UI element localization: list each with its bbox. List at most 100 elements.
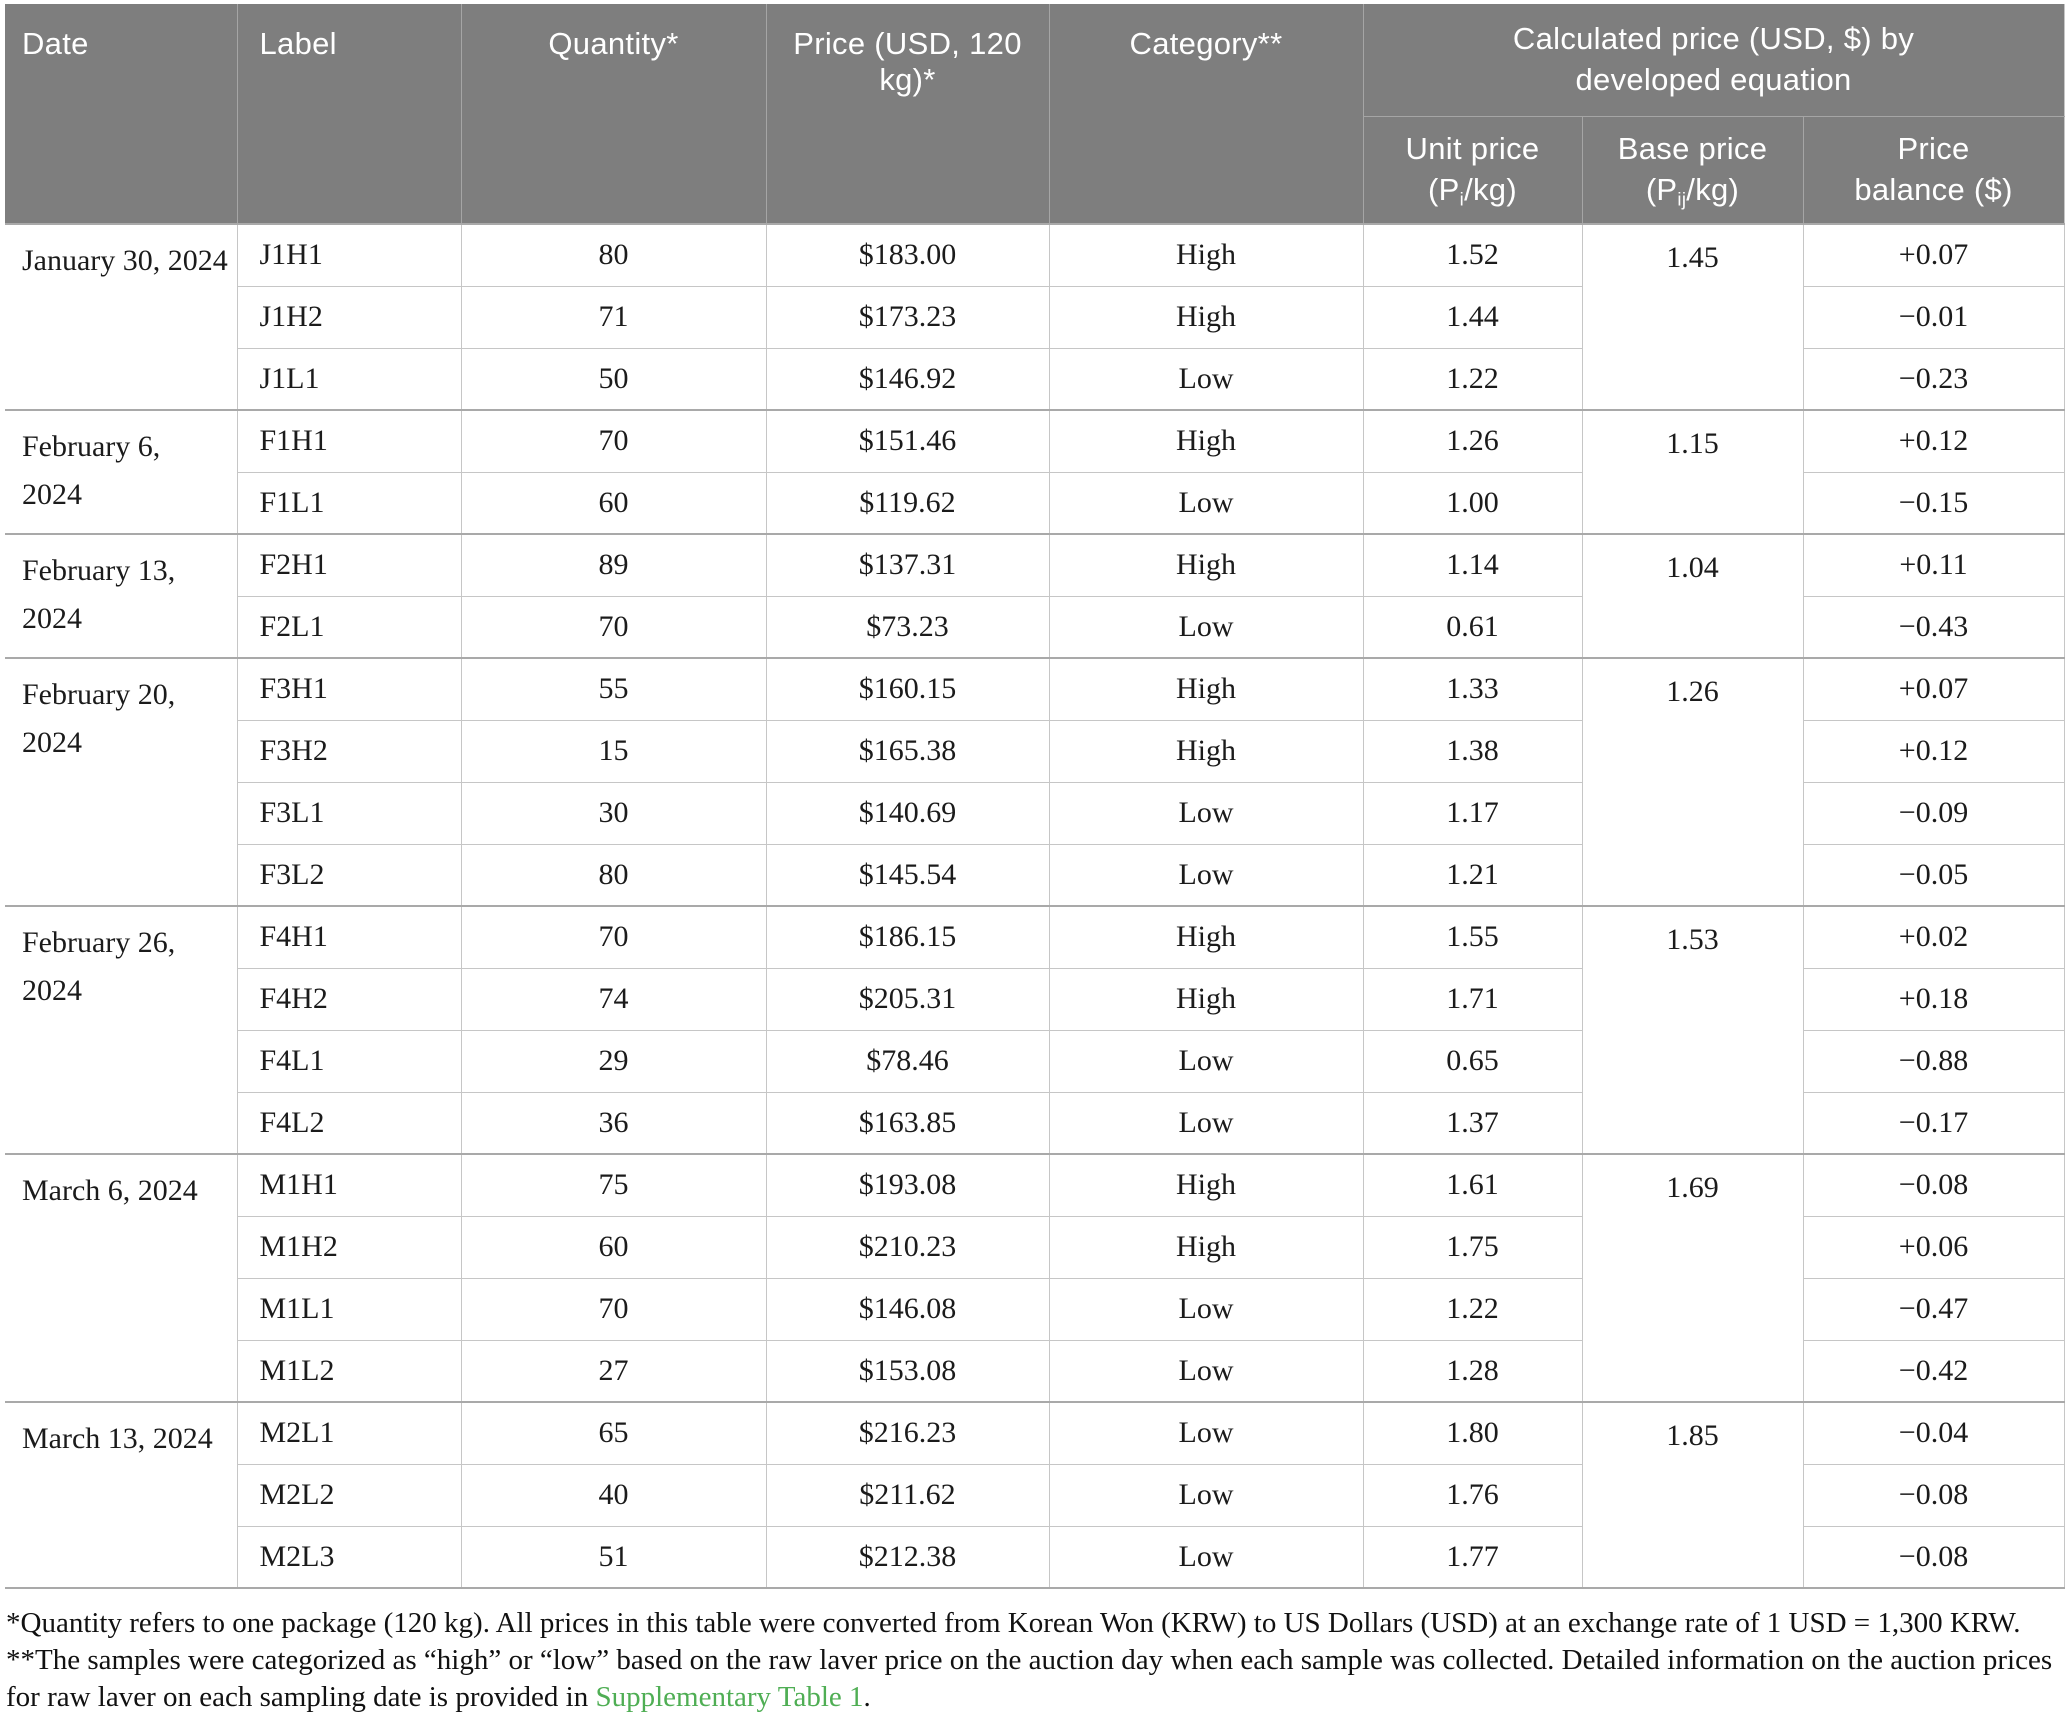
category-cell: Low [1048, 1029, 1364, 1093]
column-header-price: Price (USD, 120 kg)* [765, 4, 1049, 224]
base-price-cell: 1.45 [1581, 223, 1804, 411]
price-balance-cell: +0.11 [1802, 533, 2065, 597]
price-balance-cell: −0.17 [1802, 1091, 2065, 1155]
calculated-group-line-1: Calculated price (USD, $) by [1512, 21, 1915, 57]
table-footnote: *Quantity refers to one package (120 kg)… [6, 1605, 2064, 1715]
table-row: February 26, 2024 F4H1 70 $186.15 High 1… [5, 905, 2065, 1155]
price-cell: $140.69 [765, 781, 1050, 845]
price-balance-cell: +0.02 [1802, 905, 2065, 969]
quantity-cell: 30 [460, 781, 767, 845]
unit-price-cell: 1.14 [1362, 533, 1583, 597]
label-cell: J1L1 [236, 347, 462, 411]
date-cell: January 30, 2024 [5, 223, 238, 411]
price-cell: $210.23 [765, 1215, 1050, 1279]
laver-price-table: Date Label Quantity* Price (USD, 120 kg)… [5, 4, 2065, 1589]
label-cell: J1H1 [236, 223, 462, 287]
base-price-cell: 1.53 [1581, 905, 1804, 1155]
column-header-unit-price: Unit price (Pi/kg) [1362, 116, 1582, 224]
price-balance-cell: +0.12 [1802, 719, 2065, 783]
table-row: M2L2 40 $211.62 Low 1.76 −0.08 [5, 1463, 2065, 1527]
unit-price-cell: 1.76 [1362, 1463, 1583, 1527]
price-balance-cell: −0.09 [1802, 781, 2065, 845]
price-cell: $145.54 [765, 843, 1050, 907]
category-cell: High [1048, 409, 1364, 473]
price-balance-header-line-2: balance ($) [1854, 171, 2013, 207]
price-balance-cell: −0.15 [1802, 471, 2065, 535]
unit-price-cell: 1.61 [1362, 1153, 1583, 1217]
unit-price-cell: 1.37 [1362, 1091, 1583, 1155]
label-cell: F2H1 [236, 533, 462, 597]
base-price-cell: 1.69 [1581, 1153, 1804, 1403]
unit-price-cell: 1.38 [1362, 719, 1583, 783]
column-header-category: Category** [1048, 4, 1363, 224]
price-balance-cell: +0.12 [1802, 409, 2065, 473]
price-cell: $165.38 [765, 719, 1050, 783]
quantity-cell: 80 [460, 843, 767, 907]
unit-price-cell: 1.75 [1362, 1215, 1583, 1279]
header-row-main: Date Label Quantity* Price (USD, 120 kg)… [5, 4, 2065, 224]
price-cell: $163.85 [765, 1091, 1050, 1155]
date-line-1: March 6, 2024 [22, 1174, 198, 1207]
quantity-cell: 65 [460, 1401, 767, 1465]
table-row: M1L2 27 $153.08 Low 1.28 −0.42 [5, 1339, 2065, 1403]
price-balance-cell: −0.08 [1802, 1463, 2065, 1527]
label-cell: F3L1 [236, 781, 462, 845]
price-cell: $137.31 [765, 533, 1050, 597]
price-cell: $151.46 [765, 409, 1050, 473]
column-header-date: Date [5, 4, 237, 224]
column-header-price-balance: Price balance ($) [1802, 116, 2065, 224]
base-price-header-line-1: Base price [1617, 130, 1768, 166]
unit-price-cell: 1.00 [1362, 471, 1583, 535]
column-header-label: Label [236, 4, 461, 224]
price-balance-cell: +0.06 [1802, 1215, 2065, 1279]
price-cell: $216.23 [765, 1401, 1050, 1465]
price-cell: $78.46 [765, 1029, 1050, 1093]
base-price-cell: 1.15 [1581, 409, 1804, 535]
quantity-cell: 55 [460, 657, 767, 721]
date-line-1: March 13, 2024 [22, 1422, 213, 1455]
price-balance-cell: −0.47 [1802, 1277, 2065, 1341]
price-cell: $119.62 [765, 471, 1050, 535]
price-cell: $212.38 [765, 1525, 1050, 1589]
label-cell: F4L1 [236, 1029, 462, 1093]
label-cell: F1H1 [236, 409, 462, 473]
category-cell: Low [1048, 347, 1364, 411]
price-balance-cell: −0.08 [1802, 1525, 2065, 1589]
table-body: January 30, 2024 J1H1 80 $183.00 High 1.… [5, 223, 2065, 1589]
quantity-cell: 70 [460, 1277, 767, 1341]
date-cell: March 6, 2024 [5, 1153, 238, 1403]
quantity-cell: 70 [460, 409, 767, 473]
supplementary-table-link[interactable]: Supplementary Table 1 [595, 1680, 864, 1713]
label-cell: M2L3 [236, 1525, 462, 1589]
quantity-cell: 75 [460, 1153, 767, 1217]
unit-price-cell: 1.52 [1362, 223, 1583, 287]
price-balance-cell: +0.18 [1802, 967, 2065, 1031]
price-balance-cell: −0.04 [1802, 1401, 2065, 1465]
category-cell: High [1048, 533, 1364, 597]
category-cell: Low [1048, 1091, 1364, 1155]
table-row: February 13, 2024 F2H1 89 $137.31 High 1… [5, 533, 2065, 659]
label-cell: F1L1 [236, 471, 462, 535]
date-cell: February 13, 2024 [5, 533, 238, 659]
quantity-cell: 60 [460, 471, 767, 535]
unit-price-cell: 1.22 [1362, 1277, 1583, 1341]
label-cell: F4L2 [236, 1091, 462, 1155]
unit-price-cell: 0.65 [1362, 1029, 1583, 1093]
date-cell: February 20, 2024 [5, 657, 238, 907]
date-line-1: February 26, [22, 926, 176, 959]
date-line-2: 2024 [22, 602, 82, 635]
date-line-1: January 30, 2024 [22, 244, 228, 277]
table-row: M1H2 60 $210.23 High 1.75 +0.06 [5, 1215, 2065, 1279]
quantity-cell: 29 [460, 1029, 767, 1093]
label-cell: J1H2 [236, 285, 462, 349]
unit-price-cell: 0.61 [1362, 595, 1583, 659]
price-cell: $153.08 [765, 1339, 1050, 1403]
price-balance-cell: −0.42 [1802, 1339, 2065, 1403]
label-cell: F4H1 [236, 905, 462, 969]
price-cell: $183.00 [765, 223, 1050, 287]
label-cell: M2L2 [236, 1463, 462, 1527]
category-cell: Low [1048, 1463, 1364, 1527]
price-balance-cell: +0.07 [1802, 657, 2065, 721]
category-cell: High [1048, 719, 1364, 783]
